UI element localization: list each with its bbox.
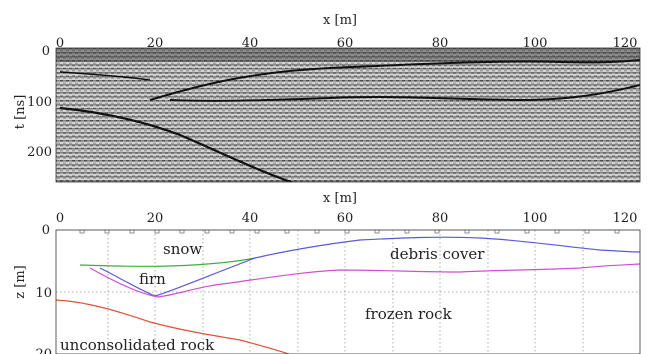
profile-x-tick-40: 40 <box>242 211 259 226</box>
radargram-x-label: x [m] <box>323 13 357 28</box>
profile-surface-markers <box>79 230 620 234</box>
profile-grid <box>56 230 640 354</box>
radargram-x-tick-0: 0 <box>56 36 64 51</box>
profile-y-tick-20: 20 <box>35 347 52 354</box>
region-unconsolidated-rock: unconsolidated rock <box>60 336 215 354</box>
horizon-magenta <box>89 263 640 298</box>
region-frozen-rock: frozen rock <box>365 305 453 323</box>
radargram-reflector-left <box>59 106 295 182</box>
radargram-x-tick-80: 80 <box>432 36 449 51</box>
profile-x-tick-20: 20 <box>147 211 164 226</box>
profile-x-ticks: 0 20 40 60 80 100 120 <box>56 211 638 226</box>
radargram-x-tick-120: 120 <box>613 36 638 51</box>
radargram-y-tick-0: 0 <box>42 44 50 59</box>
radargram-x-tick-40: 40 <box>242 36 259 51</box>
radargram-reflector-debris-base <box>169 84 640 102</box>
radargram-reflector-surface <box>149 59 640 101</box>
profile-y-ticks: 0 10 20 <box>35 223 52 354</box>
radargram-reflector-near-surface <box>59 71 151 81</box>
radargram-y-tick-200: 200 <box>27 145 52 160</box>
horizon-green <box>79 257 256 268</box>
profile-x-label: x [m] <box>323 191 357 206</box>
radargram-x-tick-100: 100 <box>523 36 548 51</box>
profile-y-tick-10: 10 <box>35 286 52 301</box>
profile-x-tick-60: 60 <box>337 211 354 226</box>
profile-plot <box>56 230 640 354</box>
radargram-frame <box>55 47 641 183</box>
radargram-x-ticks: 0 20 40 60 80 100 120 <box>56 36 638 51</box>
profile-frame <box>55 229 641 354</box>
region-debris-cover: debris cover <box>390 245 485 263</box>
profile-x-tick-100: 100 <box>523 211 548 226</box>
profile-y-label: z [m] <box>13 265 28 298</box>
radargram-y-tick-100: 100 <box>27 95 52 110</box>
profile-y-tick-0: 0 <box>42 223 50 238</box>
region-snow: snow <box>163 240 202 258</box>
horizon-blue <box>99 236 640 297</box>
profile-x-tick-80: 80 <box>432 211 449 226</box>
radargram-image <box>56 48 640 182</box>
profile-x-tick-0: 0 <box>56 211 64 226</box>
horizon-red <box>56 299 291 354</box>
region-firn: firn <box>139 270 166 288</box>
radargram-y-label: t [ns] <box>13 95 28 130</box>
region-labels: snow firn debris cover frozen rock uncon… <box>60 240 485 354</box>
profile-x-tick-120: 120 <box>613 211 638 226</box>
radargram-x-tick-20: 20 <box>147 36 164 51</box>
radargram-x-tick-60: 60 <box>337 36 354 51</box>
radargram-y-ticks: 0 100 200 <box>27 44 52 160</box>
